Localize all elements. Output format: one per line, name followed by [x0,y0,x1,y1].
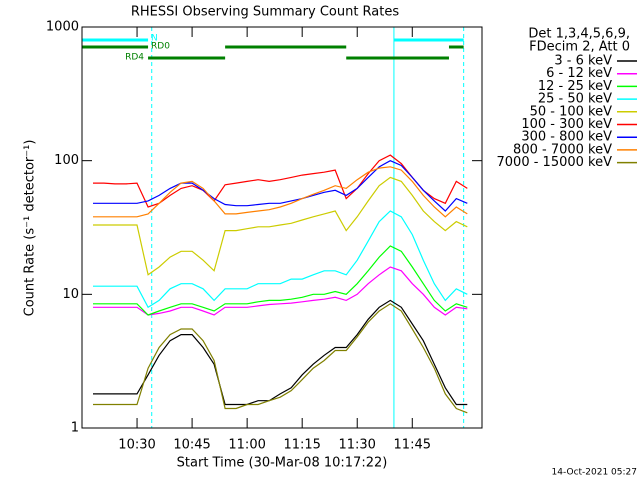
y-tick-label: 1 [71,421,79,436]
series-line [93,266,468,316]
series-line [93,154,468,208]
flag-label: N [151,34,158,44]
y-axis-label: Count Rate (s⁻¹ detector⁻¹) [23,140,38,317]
flag-bar [346,56,449,60]
x-axis-label: Start Time (30-Mar-08 10:17:22) [177,456,388,471]
legend-title: FDecim 2, Att 0 [529,40,630,55]
legend-title: Det 1,3,4,5,6,9, [528,27,630,42]
series-line [93,245,468,316]
x-tick-label: 11:15 [283,438,320,453]
series-line [93,160,468,212]
series-line [93,166,468,218]
series-line [93,303,468,414]
series-line [93,210,468,309]
series-line [93,299,468,406]
legend-label: 6 - 12 keV [546,66,612,81]
legend-label: 50 - 100 keV [530,104,613,119]
x-tick-label: 11:30 [338,438,375,453]
chart-title: RHESSI Observing Summary Count Rates [131,5,400,20]
legend-label: 3 - 6 keV [554,54,612,69]
y-tick-label: 10 [62,287,79,302]
flag-label: RD0 [151,42,170,52]
flag-bar [82,45,149,49]
x-tick-label: 10:30 [118,438,155,453]
x-tick-label: 11:00 [228,438,265,453]
flag-bar [148,56,226,60]
legend-label: 7000 - 15000 keV [497,155,613,170]
x-tick-label: 10:45 [173,438,210,453]
flag-label: RD4 [125,53,144,63]
legend-label: 12 - 25 keV [538,79,612,94]
flag-bar [448,45,464,49]
series-line [93,176,468,276]
x-tick-label: 11:45 [394,438,431,453]
legend-label: 300 - 800 keV [521,130,612,145]
flag-bar [393,38,464,42]
y-tick-label: 100 [54,153,79,168]
flag-bar [82,38,149,42]
legend-label: 100 - 300 keV [521,117,612,132]
legend-label: 800 - 7000 keV [513,142,612,157]
footer: 14-Oct-2021 05:27 [552,468,637,478]
plot-frame [81,26,483,429]
y-tick-label: 1000 [46,20,79,35]
flag-bar [225,45,347,49]
legend-label: 25 - 50 keV [538,92,612,107]
